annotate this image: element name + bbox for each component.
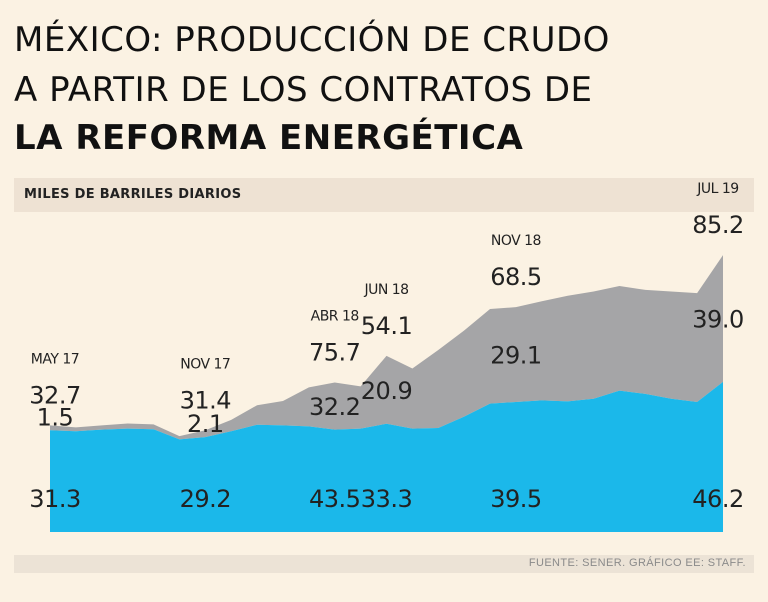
series-area-bottom [50, 381, 723, 532]
chart-title-line-1: MÉXICO: PRODUCCIÓN DE CRUDO [14, 20, 610, 60]
data-label-top-series: 39.0 [692, 305, 743, 333]
data-label-total: 75.7 [309, 339, 360, 367]
chart-title-line-2: A PARTIR DE LOS CONTRATOS DE [14, 70, 593, 110]
data-label-bottom-series: 46.2 [692, 485, 743, 513]
data-label-date: JUN 18 [363, 282, 408, 298]
data-label-top-series: 32.2 [309, 393, 360, 421]
data-label-bottom-series: 43.5 [309, 485, 360, 513]
data-label-bottom-series: 33.3 [361, 485, 412, 513]
data-label-total: 54.1 [361, 312, 412, 340]
data-label-top-series: 29.1 [490, 342, 541, 370]
data-label-total: 31.4 [180, 386, 231, 414]
series-area-top [50, 255, 723, 440]
data-label-bottom-series: 29.2 [180, 485, 231, 513]
data-label-date: NOV 18 [491, 233, 541, 249]
data-label-total: 32.7 [29, 381, 80, 409]
data-label-bottom-series: 31.3 [29, 485, 80, 513]
data-label-top-series: 1.5 [37, 403, 74, 431]
chart-title-line-3: LA REFORMA ENERGÉTICA [14, 118, 524, 158]
data-label-top-series: 2.1 [187, 410, 224, 438]
data-label-date: NOV 17 [180, 356, 230, 372]
unit-label: MILES DE BARRILES DIARIOS [24, 187, 242, 202]
unit-bar: MILES DE BARRILES DIARIOS [14, 178, 754, 212]
data-label-date: ABR 18 [311, 309, 359, 325]
source-note: FUENTE: SENER. GRÁFICO EE: STAFF. [528, 557, 746, 569]
data-label-bottom-series: 39.5 [490, 485, 541, 513]
data-label-date: JUL 19 [696, 181, 738, 197]
data-label-date: MAY 17 [31, 351, 79, 367]
data-label-total: 85.2 [692, 211, 743, 239]
source-bar: FUENTE: SENER. GRÁFICO EE: STAFF. [14, 555, 754, 573]
data-label-total: 68.5 [490, 263, 541, 291]
data-label-top-series: 20.9 [361, 377, 412, 405]
